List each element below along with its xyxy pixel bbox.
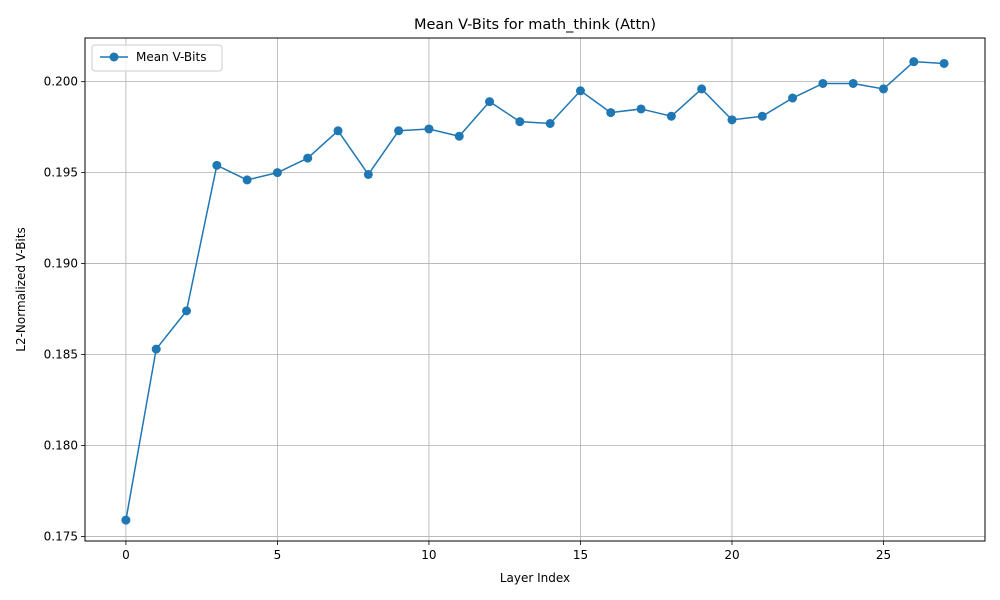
data-point: [454, 131, 464, 141]
x-tick-label: 20: [724, 548, 739, 562]
chart-title: Mean V-Bits for math_think (Attn): [414, 17, 656, 33]
data-point: [121, 515, 131, 525]
legend-label: Mean V-Bits: [136, 50, 206, 64]
data-point: [515, 117, 525, 127]
series-line: [125, 60, 945, 521]
data-point: [727, 115, 737, 125]
data-point: [666, 111, 676, 121]
data-point: [485, 97, 495, 107]
data-point: [818, 78, 828, 88]
data-point: [606, 108, 616, 118]
data-point: [878, 84, 888, 94]
x-tick-label: 5: [274, 548, 282, 562]
y-tick-label: 0.185: [44, 348, 78, 362]
axes: 0 5 10 15 20 25 0.175 0.180 0.185 0.190 0.195 0.200: [44, 75, 891, 562]
data-point: [212, 160, 222, 170]
data-point: [182, 306, 192, 316]
data-point: [575, 86, 585, 96]
data-point: [909, 57, 919, 67]
y-tick-label: 0.195: [44, 166, 78, 180]
legend-point-marker: [109, 52, 119, 62]
data-point: [757, 111, 767, 121]
data-point: [939, 58, 949, 68]
data-point: [363, 169, 373, 179]
y-tick-label: 0.180: [44, 438, 78, 452]
legend: Mean V-Bits: [91, 44, 223, 72]
data-point: [697, 84, 707, 94]
y-axis-label: L2-Normalized V-Bits: [14, 227, 28, 351]
data-point: [424, 124, 434, 134]
x-tick-label: 0: [122, 548, 130, 562]
data-point: [848, 78, 858, 88]
data-point: [788, 93, 798, 103]
data-point: [333, 126, 343, 136]
x-tick-label: 15: [573, 548, 588, 562]
plot-frame: [84, 37, 986, 542]
x-tick-label: 10: [421, 548, 436, 562]
grid: [85, 38, 985, 541]
data-point: [151, 344, 161, 354]
x-tick-label: 25: [876, 548, 891, 562]
data-point: [242, 175, 252, 185]
y-tick-label: 0.200: [44, 75, 78, 89]
x-axis-label: Layer Index: [500, 571, 570, 585]
y-tick-label: 0.175: [44, 529, 78, 543]
y-tick-label: 0.190: [44, 257, 78, 271]
data-point: [545, 119, 555, 129]
data-point: [303, 153, 313, 163]
data-point: [394, 126, 404, 136]
series-layer: [121, 57, 949, 525]
data-point: [272, 168, 282, 178]
data-point: [636, 104, 646, 114]
legend-box: [91, 44, 223, 72]
